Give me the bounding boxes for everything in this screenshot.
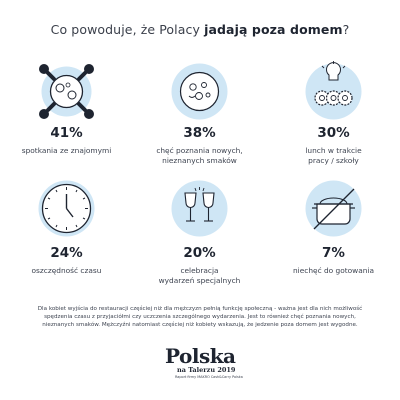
stat-label: oszczędność czasu	[16, 266, 117, 276]
logo-sub-text: na Talerzu 2019	[177, 366, 236, 374]
stat-time-saving: 24% oszczędność czasu	[0, 175, 133, 285]
stat-label: celebracja wydarzeń specjalnych	[149, 266, 250, 286]
stat-label: lunch w trakcie pracy / szkoły	[283, 146, 384, 166]
stat-percent: 41%	[50, 125, 83, 141]
stat-cooking-reluctance: 7% niechęć do gotowania	[267, 175, 400, 285]
stat-label: chęć poznania nowych, nieznanych smaków	[149, 146, 250, 166]
title-suffix: ?	[342, 22, 350, 37]
stat-friends: 41% spotkania ze znajomymi	[0, 58, 133, 168]
stat-label-line1: chęć poznania nowych,	[156, 146, 243, 155]
stat-new-flavours: 38% chęć poznania nowych, nieznanych smak…	[133, 58, 266, 168]
stat-lunch: 30% lunch w trakcie pracy / szkoły	[267, 58, 400, 168]
stat-label-line2: nieznanych smaków	[162, 156, 237, 165]
lightbulb-gears-icon	[300, 58, 367, 125]
logo-tagline: Raport firmy MAKRO Cash&Carry Polska	[175, 375, 243, 379]
stat-celebration: 20% celebracja wydarzeń specjalnych	[133, 175, 266, 285]
stat-label-line2: pracy / szkoły	[308, 156, 359, 165]
polska-na-talerzu-logo: Polska na Talerzu 2019 Raport firmy MAKR…	[165, 344, 243, 384]
stat-percent: 30%	[317, 125, 350, 141]
stat-percent: 20%	[183, 245, 216, 261]
stat-percent: 38%	[183, 125, 216, 141]
stat-label-line1: niechęć do gotowania	[292, 266, 375, 275]
stat-label-line1: lunch w trakcie	[305, 146, 362, 155]
stat-label-line1: celebracja	[180, 266, 219, 275]
title-bold: jadają poza domem	[204, 22, 343, 37]
clock-icon	[33, 175, 100, 242]
stat-percent: 7%	[322, 245, 345, 261]
stat-label-line1: spotkania ze znajomymi	[21, 146, 112, 155]
page-title: Co powoduje, że Polacy jadają poza domem…	[0, 22, 400, 37]
bowl-with-food-icon	[166, 58, 233, 125]
stat-label: spotkania ze znajomymi	[16, 146, 117, 156]
table-with-people-icon	[33, 58, 100, 125]
logo-main-text: Polska	[165, 344, 236, 368]
crossed-pot-icon	[300, 175, 367, 242]
title-prefix: Co powoduje, że Polacy	[50, 22, 205, 37]
wine-glasses-icon	[166, 175, 233, 242]
description-line: nieznanych smaków. Mężczyźni natomiast c…	[42, 322, 358, 328]
description-text: Dla kobiet wyjścia do restauracji części…	[12, 305, 388, 329]
description-line: spędzenia czasu z przyjaciółmi czy uczcz…	[44, 314, 356, 320]
description-line: Dla kobiet wyjścia do restauracji części…	[37, 306, 363, 312]
stat-label-line2: wydarzeń specjalnych	[158, 276, 241, 285]
stat-label: niechęć do gotowania	[283, 266, 384, 276]
stat-label-line1: oszczędność czasu	[31, 266, 102, 275]
stat-percent: 24%	[50, 245, 83, 261]
